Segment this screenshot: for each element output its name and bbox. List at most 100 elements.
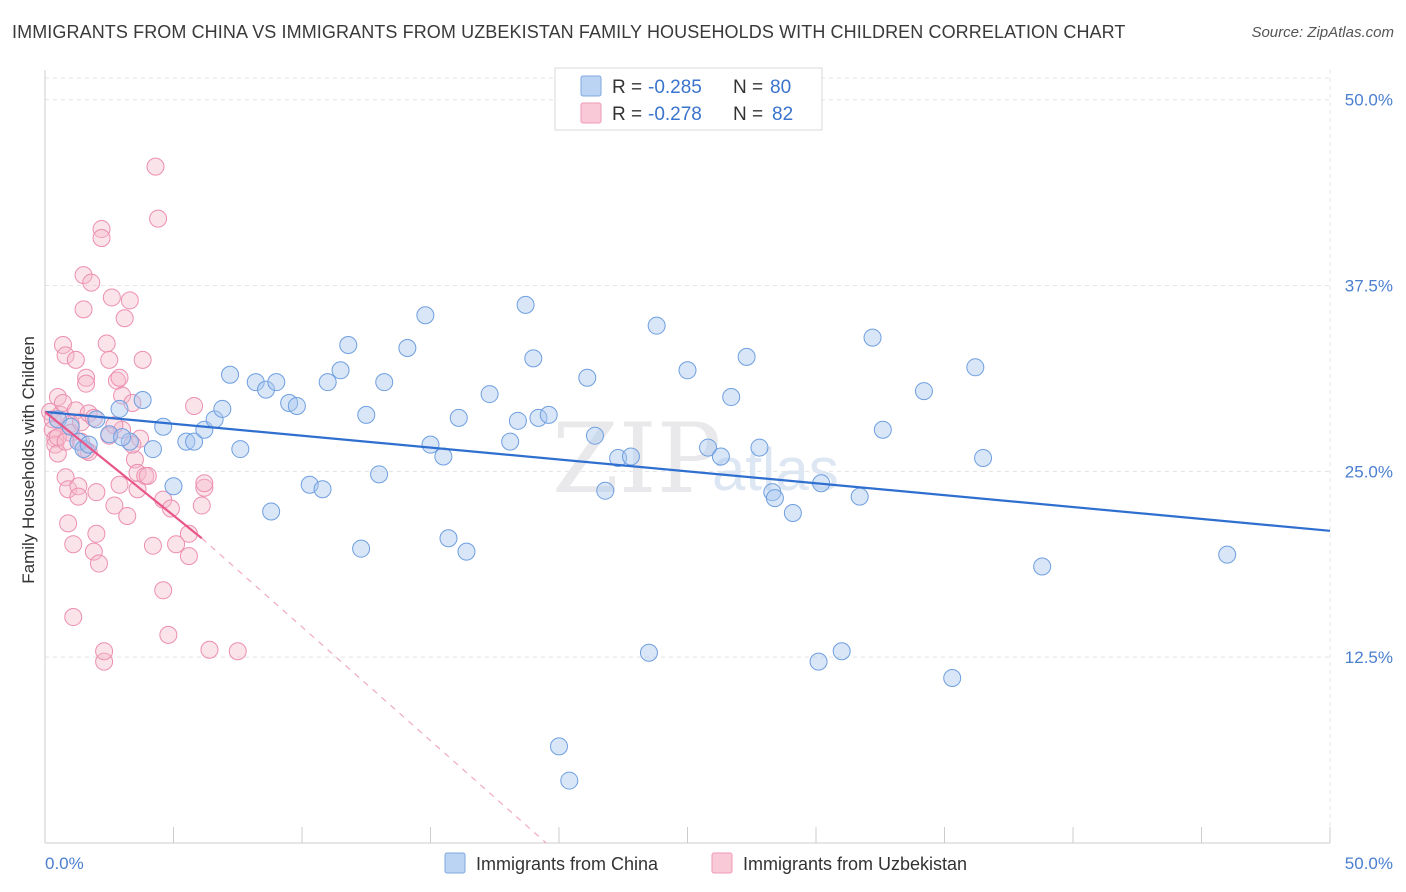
point-china xyxy=(1033,557,1052,576)
point-china xyxy=(711,447,730,466)
point-china xyxy=(832,642,851,661)
point-china xyxy=(231,440,250,459)
watermark: ZIP atlas xyxy=(552,403,839,515)
point-uzbekistan xyxy=(125,450,144,469)
point-china xyxy=(287,396,306,415)
point-uzbekistan xyxy=(92,228,111,247)
point-uzbekistan xyxy=(115,309,134,328)
point-uzbekistan xyxy=(138,466,157,485)
bottom-legend-label-uzbekistan: Immigrants from Uzbekistan xyxy=(743,854,967,874)
point-uzbekistan xyxy=(64,535,83,554)
point-uzbekistan xyxy=(87,483,106,502)
point-uzbekistan xyxy=(69,477,88,496)
point-china xyxy=(113,428,132,447)
point-china xyxy=(699,438,718,457)
point-uzbekistan xyxy=(74,266,93,285)
legend-r-label-1: R = xyxy=(612,77,642,98)
point-uzbekistan xyxy=(74,300,93,319)
chart-title: IMMIGRANTS FROM CHINA VS IMMIGRANTS FROM… xyxy=(12,22,1126,42)
point-china xyxy=(737,347,756,366)
point-china xyxy=(974,448,993,467)
point-china xyxy=(560,771,579,790)
point-china xyxy=(1218,545,1237,564)
point-uzbekistan xyxy=(89,554,108,573)
point-china xyxy=(221,365,240,384)
point-uzbekistan xyxy=(82,273,101,292)
point-uzbekistan xyxy=(53,336,72,355)
point-china xyxy=(501,432,520,451)
point-china xyxy=(850,487,869,506)
point-uzbekistan xyxy=(105,496,124,515)
point-china xyxy=(783,503,802,522)
point-uzbekistan xyxy=(87,524,106,543)
point-china xyxy=(516,295,535,314)
watermark-atlas: atlas xyxy=(712,436,839,503)
legend-r-value-2: -0.278 xyxy=(648,104,702,125)
point-uzbekistan xyxy=(100,350,119,369)
point-china xyxy=(257,380,276,399)
point-china xyxy=(621,447,640,466)
x-tick-label-min: 0.0% xyxy=(45,854,84,873)
trend-lines xyxy=(44,410,1331,844)
point-uzbekistan xyxy=(179,547,198,566)
point-china xyxy=(914,382,933,401)
point-china xyxy=(539,405,558,424)
x-tick-labels: 0.0% 50.0% xyxy=(45,854,1393,873)
watermark-zip: ZIP xyxy=(552,403,721,515)
point-china xyxy=(439,529,458,548)
point-china xyxy=(585,426,604,445)
point-china xyxy=(398,338,417,357)
point-china xyxy=(375,373,394,392)
point-china xyxy=(331,361,350,380)
point-uzbekistan xyxy=(56,468,75,487)
point-uzbekistan xyxy=(154,581,173,600)
point-uzbekistan xyxy=(167,535,186,554)
trend-line-china xyxy=(44,410,1331,532)
point-uzbekistan xyxy=(123,435,142,454)
point-uzbekistan xyxy=(95,652,114,671)
point-china xyxy=(529,408,548,427)
point-china xyxy=(873,420,892,439)
bottom-legend-swatch-china xyxy=(444,852,466,874)
point-uzbekistan xyxy=(118,506,137,525)
point-uzbekistan xyxy=(228,642,247,661)
point-china xyxy=(722,388,741,407)
point-china xyxy=(596,481,615,500)
point-china xyxy=(370,465,389,484)
y-tick-label: 25.0% xyxy=(1345,462,1393,481)
legend-r-label-2: R = xyxy=(612,104,642,125)
point-china xyxy=(154,417,173,436)
point-uzbekistan xyxy=(77,374,96,393)
legend-swatch-china xyxy=(580,75,602,97)
y-tick-label: 12.5% xyxy=(1345,648,1393,667)
point-uzbekistan xyxy=(48,388,67,407)
source-label: Source: ZipAtlas.com xyxy=(1251,24,1394,41)
bottom-legend: Immigrants from China Immigrants from Uz… xyxy=(444,852,967,874)
point-china xyxy=(750,438,769,457)
point-china xyxy=(79,435,98,454)
point-uzbekistan xyxy=(102,288,121,307)
point-uzbekistan xyxy=(113,386,132,405)
y-tick-label: 37.5% xyxy=(1345,277,1393,296)
point-uzbekistan xyxy=(64,608,83,627)
point-uzbekistan xyxy=(195,474,214,493)
point-china xyxy=(966,358,985,377)
legend-n-value-2: 82 xyxy=(772,104,793,125)
point-china xyxy=(213,399,232,418)
point-china xyxy=(262,502,281,521)
point-china xyxy=(647,316,666,335)
legend-n-label-1: N = xyxy=(733,77,763,98)
trend-line-uzbekistan-extension xyxy=(201,537,547,844)
point-china xyxy=(480,385,499,404)
point-uzbekistan xyxy=(128,480,147,499)
axes xyxy=(44,70,1331,844)
point-uzbekistan xyxy=(56,346,75,365)
point-china xyxy=(352,539,371,558)
point-uzbekistan xyxy=(69,487,88,506)
y-tick-label: 50.0% xyxy=(1345,91,1393,110)
point-uzbekistan xyxy=(110,475,129,494)
point-china xyxy=(524,349,543,368)
point-china xyxy=(434,447,453,466)
x-tick-label-max: 50.0% xyxy=(1345,854,1393,873)
